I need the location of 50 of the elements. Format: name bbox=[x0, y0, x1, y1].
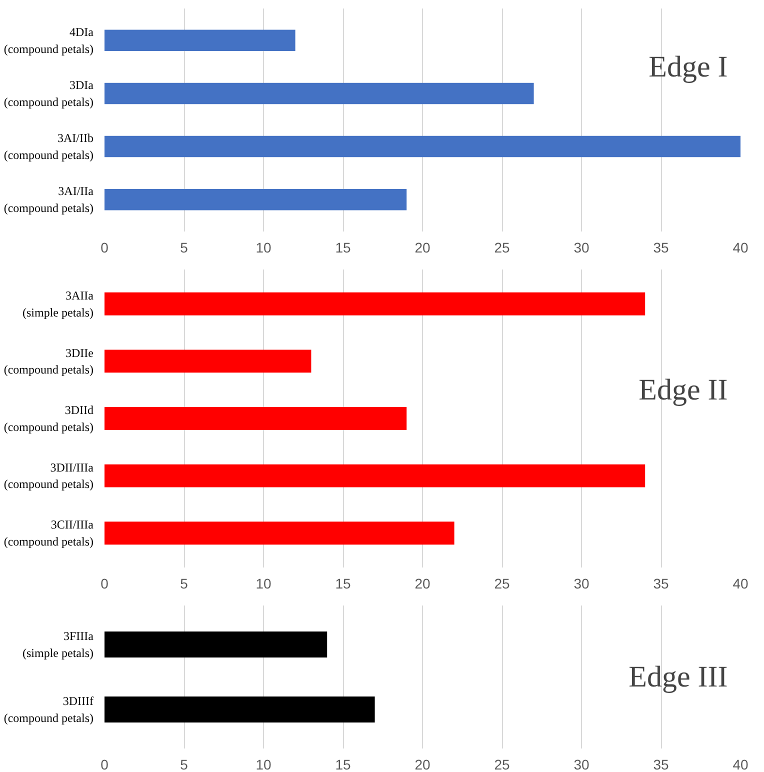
x-tick-label: 0 bbox=[100, 576, 109, 592]
x-tick-label: 5 bbox=[180, 240, 188, 256]
y-tick-label: 3DIId (compound petals) bbox=[4, 403, 94, 434]
x-tick-label: 40 bbox=[732, 240, 748, 256]
bar bbox=[104, 292, 646, 316]
x-tick-label: 30 bbox=[574, 576, 590, 592]
x-tick-label: 20 bbox=[414, 576, 430, 592]
x-tick-label: 5 bbox=[180, 756, 188, 772]
bar bbox=[104, 464, 646, 488]
y-tick-label: 4DIa (compound petals) bbox=[4, 24, 94, 56]
bar bbox=[104, 82, 534, 104]
y-tick-label: 3CII/IIIa (compound petals) bbox=[4, 518, 94, 549]
x-tick-label: 10 bbox=[256, 576, 272, 592]
x-tick-label: 25 bbox=[494, 240, 510, 256]
y-tick-label: 3AI/IIa (compound petals) bbox=[4, 184, 94, 216]
x-tick-label: 0 bbox=[100, 756, 109, 772]
x-tick-label: 25 bbox=[494, 576, 510, 592]
bar bbox=[104, 136, 740, 158]
bar bbox=[104, 522, 454, 545]
annotation: Edge I bbox=[648, 50, 728, 84]
x-tick-label: 35 bbox=[653, 576, 669, 592]
x-tick-label: 25 bbox=[494, 756, 510, 772]
x-tick-label: 10 bbox=[256, 240, 272, 256]
y-tick-label: 3FIIIa (simple petals) bbox=[22, 629, 94, 660]
bar bbox=[104, 30, 296, 51]
y-tick-label: 3DIa (compound petals) bbox=[4, 78, 94, 109]
x-tick-label: 40 bbox=[732, 576, 748, 592]
x-tick-label: 10 bbox=[256, 756, 272, 772]
y-tick-label: 3DIIIf (compound petals) bbox=[4, 694, 94, 725]
x-tick-label: 20 bbox=[414, 756, 430, 772]
bar bbox=[104, 189, 407, 210]
x-tick-label: 0 bbox=[100, 240, 109, 256]
y-tick-label: 3AIIa (simple petals) bbox=[22, 288, 94, 320]
x-tick-label: 30 bbox=[574, 240, 590, 256]
x-tick-label: 15 bbox=[335, 576, 351, 592]
x-tick-label: 40 bbox=[732, 756, 748, 772]
x-tick-label: 35 bbox=[653, 240, 669, 256]
x-tick-label: 15 bbox=[335, 240, 351, 256]
bar bbox=[104, 350, 312, 373]
y-tick-label: 3DII/IIIa (compound petals) bbox=[4, 460, 94, 492]
bar bbox=[104, 407, 407, 430]
annotation: Edge II bbox=[638, 373, 728, 406]
x-tick-label: 5 bbox=[180, 576, 188, 592]
x-tick-label: 15 bbox=[335, 756, 351, 772]
x-tick-label: 30 bbox=[574, 756, 590, 772]
y-tick-label: 3AI/IIb (compound petals) bbox=[4, 131, 94, 162]
x-tick-label: 20 bbox=[414, 240, 430, 256]
y-tick-label: 3DIIe (compound petals) bbox=[4, 346, 94, 377]
x-tick-label: 35 bbox=[653, 756, 669, 772]
annotation: Edge III bbox=[628, 660, 728, 694]
